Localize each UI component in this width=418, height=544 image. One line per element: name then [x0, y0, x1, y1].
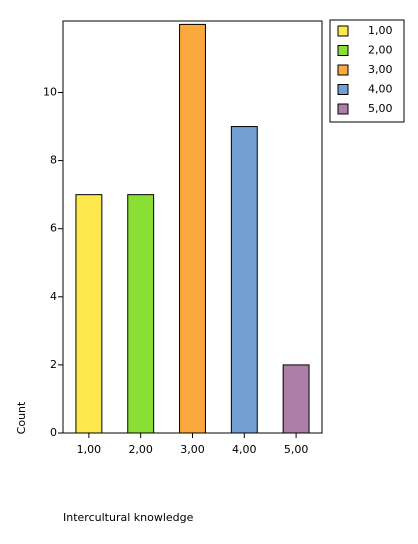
- bar: [179, 23, 206, 434]
- bar: [127, 194, 155, 434]
- x-tick-label: 2,00: [128, 443, 153, 456]
- legend-swatch: [337, 25, 349, 37]
- x-tick-label: 4,00: [232, 443, 257, 456]
- y-tick-label: 6: [50, 222, 57, 235]
- x-axis-title: Intercultural knowledge: [63, 511, 194, 524]
- y-tick-label: 0: [50, 426, 57, 439]
- y-tick-label: 8: [50, 154, 57, 167]
- x-tick-label: 5,00: [284, 443, 309, 456]
- legend-label: 2,00: [368, 44, 393, 57]
- y-axis-title: Count: [15, 401, 28, 434]
- y-tick-label: 4: [50, 290, 57, 303]
- legend-swatch: [337, 103, 349, 115]
- bar: [230, 126, 258, 434]
- x-tick-label: 1,00: [77, 443, 102, 456]
- bar: [282, 364, 310, 434]
- y-tick-label: 2: [50, 358, 57, 371]
- y-tick-label: 10: [43, 86, 57, 99]
- legend-label: 3,00: [368, 63, 393, 76]
- x-tick-label: 3,00: [180, 443, 205, 456]
- legend-label: 5,00: [368, 102, 393, 115]
- legend-swatch: [337, 64, 349, 76]
- legend-swatch: [337, 84, 349, 95]
- legend-label: 1,00: [368, 24, 393, 37]
- legend-label: 4,00: [368, 83, 393, 96]
- legend-swatch: [337, 45, 349, 56]
- bar: [75, 194, 103, 434]
